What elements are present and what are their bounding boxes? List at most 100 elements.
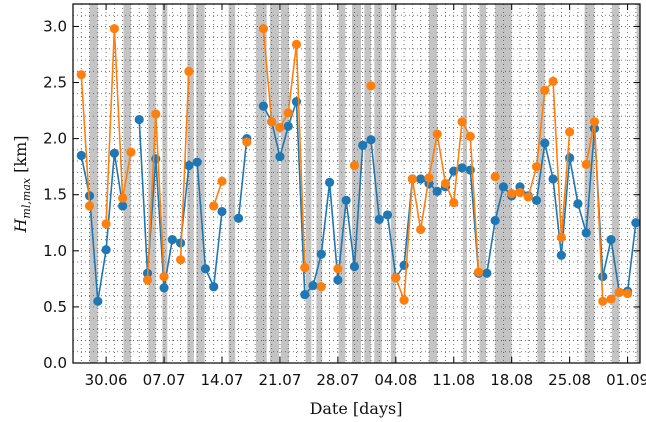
series-1-segment [97, 249, 107, 302]
series-2-point [109, 24, 119, 34]
series-1-segment [577, 203, 587, 234]
series-1-point [217, 206, 227, 217]
shaded-band [316, 4, 323, 363]
series-1-segment [370, 139, 381, 220]
axis-ticks: 0.0 0.5 1.0 1.5 2.0 2.5 3.0 30.06 07.07 14.07 21.0… [43, 4, 646, 389]
series-2-segment [411, 178, 422, 230]
x-axis-label: Date [days] [310, 399, 403, 418]
series-2-segment [535, 90, 546, 167]
series-1-segment [320, 182, 331, 255]
series-1-segment [196, 162, 207, 269]
series-2-segment [560, 131, 571, 238]
shaded-band [351, 4, 362, 363]
series-1-segment [585, 128, 596, 233]
x-tick-label: 21.07 [258, 371, 301, 389]
series-2-point [407, 174, 417, 184]
series-1-point [300, 289, 310, 300]
series-2-point [258, 24, 268, 34]
series-2-segment [419, 177, 430, 230]
series-2-segment [154, 113, 165, 277]
series-1-segment [279, 126, 289, 157]
series-2-segment [585, 121, 596, 165]
series-1-segment [312, 253, 323, 286]
x-tick-label: 07.07 [143, 371, 186, 389]
series-2-point [242, 137, 252, 147]
series-1-point [134, 114, 144, 125]
series-1-segment [626, 222, 637, 292]
series-1-point [93, 296, 103, 306]
series-1-segment [494, 186, 505, 221]
series-1-segment [345, 200, 356, 267]
series-2-point [217, 176, 227, 186]
shaded-band [270, 4, 280, 363]
series-1-point [308, 280, 318, 291]
series-1-point [324, 177, 335, 187]
series-1-point [432, 186, 442, 196]
series-2-point [151, 109, 161, 119]
series-1-segment [154, 158, 165, 288]
series-2-segment [295, 44, 306, 268]
y-tick-label: 0.0 [43, 354, 67, 372]
x-tick-label: 25.08 [548, 371, 591, 389]
series-2-point [465, 131, 475, 141]
series-1-point [192, 157, 202, 167]
series-1-point [540, 138, 550, 148]
series-1-segment [270, 121, 281, 157]
shaded-band [338, 4, 346, 363]
series-1-point [209, 282, 219, 292]
series-1-point [291, 97, 302, 107]
y-tick-label: 1.5 [43, 186, 67, 204]
series-1-point [581, 228, 591, 238]
y-axis-label-main: H [11, 218, 30, 234]
series-1-segment [328, 182, 339, 281]
series-1-point [358, 140, 368, 150]
series-2-segment [428, 133, 438, 179]
series-2-point [581, 159, 591, 170]
series-1-point [548, 174, 558, 184]
series-1-point [498, 182, 509, 192]
series-2-segment [179, 71, 190, 260]
series-1-point [333, 275, 343, 285]
series-1-point [184, 160, 194, 171]
series-2-segment [452, 121, 463, 203]
series-2-segment [113, 28, 124, 199]
series-1-segment [353, 145, 364, 267]
series-2-point [118, 193, 128, 203]
shaded-band [123, 4, 131, 363]
y-tick-label: 2.0 [43, 130, 67, 148]
x-tick-label: 28.07 [316, 371, 359, 389]
series-1-point [382, 210, 393, 220]
x-tick-label: 04.08 [374, 371, 417, 389]
series-2-point [598, 296, 608, 306]
series-2-point [159, 272, 169, 282]
series-2-point [126, 147, 136, 157]
shaded-band [611, 4, 620, 363]
series-2-point [523, 192, 533, 202]
series-1-point [118, 201, 128, 211]
series-1-segment [552, 178, 563, 256]
series-1-segment [88, 195, 99, 302]
series-1-segment [535, 142, 546, 201]
series-1-segment [212, 211, 223, 287]
series-1-segment [544, 142, 554, 180]
series-1-segment [601, 239, 612, 277]
series-1-point [283, 121, 293, 131]
series-2-segment [436, 134, 447, 184]
series-2 [76, 24, 633, 306]
series-2-segment [121, 151, 132, 199]
series-2-point [606, 294, 616, 304]
series-2-point [349, 160, 360, 171]
series-1-point [109, 148, 119, 158]
x-tick-label: 14.07 [201, 371, 244, 389]
x-tick-label: 01.09 [606, 371, 646, 389]
shaded-band [479, 4, 487, 363]
series-1-segment [568, 157, 579, 204]
series-2-point [531, 162, 542, 172]
series-1-point [573, 199, 583, 209]
series-2-point [316, 282, 326, 292]
series-2-point [333, 264, 343, 274]
series-2-segment [262, 28, 273, 122]
series-2-point [614, 287, 624, 297]
series-1-point [101, 245, 111, 255]
